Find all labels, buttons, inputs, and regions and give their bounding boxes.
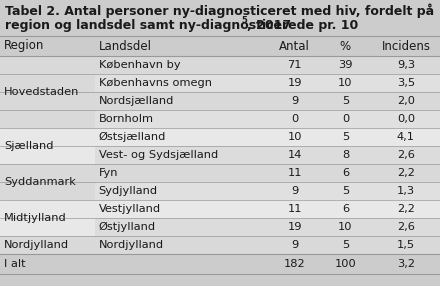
Bar bbox=[95, 110, 440, 128]
Text: 10: 10 bbox=[338, 222, 352, 232]
Text: 19: 19 bbox=[288, 222, 302, 232]
Text: 5: 5 bbox=[342, 132, 349, 142]
Bar bbox=[95, 92, 440, 110]
Text: 2,6: 2,6 bbox=[397, 222, 415, 232]
Bar bbox=[0, 56, 95, 128]
Text: 2,6: 2,6 bbox=[397, 150, 415, 160]
Bar bbox=[0, 236, 95, 254]
Text: %: % bbox=[340, 39, 351, 53]
Bar bbox=[95, 146, 440, 164]
Bar bbox=[0, 36, 440, 56]
Text: Hovedstaden: Hovedstaden bbox=[4, 87, 79, 97]
Text: region og landsdel samt ny-diagnosticerede pr. 10: region og landsdel samt ny-diagnosticere… bbox=[5, 19, 358, 32]
Bar bbox=[95, 164, 440, 182]
Text: 11: 11 bbox=[288, 204, 302, 214]
Text: 3,5: 3,5 bbox=[397, 78, 415, 88]
Text: 2,2: 2,2 bbox=[397, 168, 415, 178]
Text: København by: København by bbox=[99, 60, 180, 70]
Text: 2,2: 2,2 bbox=[397, 204, 415, 214]
Text: 3,2: 3,2 bbox=[397, 259, 415, 269]
Text: 8: 8 bbox=[342, 150, 349, 160]
Text: 2,0: 2,0 bbox=[397, 96, 415, 106]
Text: Nordjylland: Nordjylland bbox=[4, 240, 69, 250]
Text: Østjylland: Østjylland bbox=[99, 222, 156, 232]
Bar bbox=[95, 218, 440, 236]
Text: I alt: I alt bbox=[4, 259, 26, 269]
Text: 6: 6 bbox=[342, 168, 349, 178]
Text: 39: 39 bbox=[338, 60, 352, 70]
Text: Vest- og Sydsjælland: Vest- og Sydsjælland bbox=[99, 150, 218, 160]
Text: Bornholm: Bornholm bbox=[99, 114, 154, 124]
Text: Nordjylland: Nordjylland bbox=[99, 240, 164, 250]
Text: 6: 6 bbox=[342, 204, 349, 214]
Bar bbox=[95, 200, 440, 218]
Text: 11: 11 bbox=[288, 168, 302, 178]
Text: Tabel 2. Antal personer ny-diagnosticeret med hiv, fordelt på: Tabel 2. Antal personer ny-diagnosticere… bbox=[5, 3, 434, 17]
Text: Nordsjælland: Nordsjælland bbox=[99, 96, 174, 106]
Text: Vestjylland: Vestjylland bbox=[99, 204, 161, 214]
Text: 9: 9 bbox=[291, 186, 298, 196]
Text: 9: 9 bbox=[291, 240, 298, 250]
Text: 19: 19 bbox=[288, 78, 302, 88]
Text: Incidens: Incidens bbox=[381, 39, 430, 53]
Text: Antal: Antal bbox=[279, 39, 310, 53]
Text: 1,3: 1,3 bbox=[397, 186, 415, 196]
Text: 10: 10 bbox=[338, 78, 352, 88]
Bar bbox=[95, 236, 440, 254]
Bar bbox=[95, 128, 440, 146]
Bar bbox=[0, 128, 95, 164]
Text: Midtjylland: Midtjylland bbox=[4, 213, 67, 223]
Text: 5: 5 bbox=[342, 96, 349, 106]
Text: 9: 9 bbox=[291, 96, 298, 106]
Text: Fyn: Fyn bbox=[99, 168, 118, 178]
Bar bbox=[0, 164, 95, 200]
Bar bbox=[0, 36, 440, 274]
Text: Østsjælland: Østsjælland bbox=[99, 132, 166, 142]
Text: 100: 100 bbox=[334, 259, 356, 269]
Text: Københavns omegn: Københavns omegn bbox=[99, 78, 212, 88]
Text: 0: 0 bbox=[291, 114, 298, 124]
Text: Sydjylland: Sydjylland bbox=[99, 186, 158, 196]
Text: Sjælland: Sjælland bbox=[4, 141, 54, 151]
Text: 10: 10 bbox=[288, 132, 302, 142]
Text: 71: 71 bbox=[288, 60, 302, 70]
Text: Landsdel: Landsdel bbox=[99, 39, 152, 53]
Text: 182: 182 bbox=[284, 259, 306, 269]
Bar bbox=[95, 182, 440, 200]
Text: Syddanmark: Syddanmark bbox=[4, 177, 76, 187]
Bar bbox=[0, 200, 95, 236]
Text: 0,0: 0,0 bbox=[397, 114, 415, 124]
Text: , 2017: , 2017 bbox=[247, 19, 291, 32]
Bar bbox=[95, 56, 440, 74]
Text: 5: 5 bbox=[241, 16, 247, 25]
Bar bbox=[95, 74, 440, 92]
Text: 5: 5 bbox=[342, 186, 349, 196]
Text: 14: 14 bbox=[288, 150, 302, 160]
Text: Region: Region bbox=[4, 39, 44, 53]
Text: 4,1: 4,1 bbox=[397, 132, 415, 142]
Bar bbox=[0, 254, 440, 274]
Text: 1,5: 1,5 bbox=[397, 240, 415, 250]
Text: 9,3: 9,3 bbox=[397, 60, 415, 70]
Text: 0: 0 bbox=[342, 114, 349, 124]
Text: 5: 5 bbox=[342, 240, 349, 250]
